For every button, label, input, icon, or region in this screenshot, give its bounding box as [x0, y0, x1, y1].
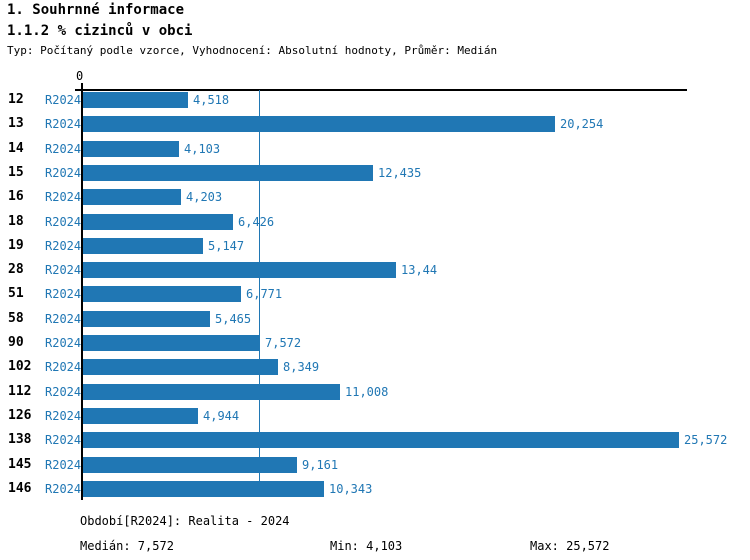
row-period-label: R2024: [45, 93, 82, 107]
row-id-label: 14: [8, 141, 24, 156]
row-period-label: R2024: [45, 190, 82, 204]
row-id-label: 58: [8, 311, 24, 326]
bar-value-label: 5,147: [208, 239, 245, 253]
bar-value-label: 13,44: [401, 263, 438, 277]
bar-value-label: 5,465: [215, 312, 252, 326]
bar: [83, 335, 260, 351]
row-period-label: R2024: [45, 336, 82, 350]
row-period-label: R2024: [45, 263, 82, 277]
bar-value-label: 25,572: [684, 433, 728, 447]
footer-period-label: Období[R2024]: Realita - 2024: [80, 514, 290, 528]
bar: [83, 165, 373, 181]
row-period-label: R2024: [45, 166, 82, 180]
chart-title: 1.1.2 % cizinců v obci: [7, 23, 193, 39]
row-id-label: 138: [8, 432, 32, 447]
row-id-label: 126: [8, 408, 32, 423]
bar-value-label: 11,008: [345, 385, 389, 399]
bar-value-label: 20,254: [560, 117, 604, 131]
bar-value-label: 4,203: [186, 190, 223, 204]
bar-value-label: 12,435: [378, 166, 422, 180]
footer-min-stat: Min: 4,103: [330, 539, 403, 553]
median-reference-line: [259, 90, 260, 497]
row-period-label: R2024: [45, 312, 82, 326]
bar: [83, 457, 297, 473]
footer-max-stat: Max: 25,572: [530, 539, 610, 553]
row-id-label: 15: [8, 165, 24, 180]
bar: [83, 384, 340, 400]
bar-value-label: 8,349: [283, 360, 320, 374]
bar: [83, 408, 198, 424]
bar-value-label: 4,518: [193, 93, 230, 107]
bar-value-label: 6,426: [238, 215, 275, 229]
row-id-label: 112: [8, 384, 32, 399]
row-id-label: 16: [8, 189, 24, 204]
row-id-label: 13: [8, 116, 24, 131]
row-id-label: 102: [8, 359, 32, 374]
row-period-label: R2024: [45, 409, 82, 423]
axis-origin-tick: [81, 83, 83, 90]
row-id-label: 145: [8, 457, 32, 472]
report-section-title: 1. Souhrnné informace: [7, 2, 185, 18]
row-id-label: 19: [8, 238, 24, 253]
bar-value-label: 10,343: [329, 482, 373, 496]
bar: [83, 189, 181, 205]
row-period-label: R2024: [45, 239, 82, 253]
bar: [83, 481, 324, 497]
row-period-label: R2024: [45, 287, 82, 301]
chart-meta-line: Typ: Počítaný podle vzorce, Vyhodnocení:…: [7, 44, 498, 57]
row-id-label: 90: [8, 335, 24, 350]
row-period-label: R2024: [45, 385, 82, 399]
bar: [83, 92, 188, 108]
bar: [83, 214, 233, 230]
bar: [83, 286, 241, 302]
axis-top-line: [75, 89, 687, 91]
row-id-label: 28: [8, 262, 24, 277]
row-id-label: 18: [8, 214, 24, 229]
bar: [83, 141, 179, 157]
bar-value-label: 4,103: [184, 142, 221, 156]
bar-value-label: 9,161: [302, 458, 339, 472]
row-period-label: R2024: [45, 117, 82, 131]
bar-value-label: 6,771: [246, 287, 283, 301]
footer-median-stat: Medián: 7,572: [80, 539, 174, 553]
bar: [83, 432, 679, 448]
bar: [83, 238, 203, 254]
row-period-label: R2024: [45, 142, 82, 156]
row-id-label: 146: [8, 481, 32, 496]
row-period-label: R2024: [45, 482, 82, 496]
bar: [83, 262, 396, 278]
row-period-label: R2024: [45, 458, 82, 472]
row-period-label: R2024: [45, 360, 82, 374]
row-period-label: R2024: [45, 433, 82, 447]
row-period-label: R2024: [45, 215, 82, 229]
bar: [83, 359, 278, 375]
bar: [83, 116, 555, 132]
bar-value-label: 4,944: [203, 409, 240, 423]
row-id-label: 51: [8, 286, 24, 301]
row-id-label: 12: [8, 92, 24, 107]
bar-value-label: 7,572: [265, 336, 302, 350]
bar: [83, 311, 210, 327]
axis-origin-label: 0: [76, 69, 84, 83]
axis-left-line: [81, 89, 83, 500]
